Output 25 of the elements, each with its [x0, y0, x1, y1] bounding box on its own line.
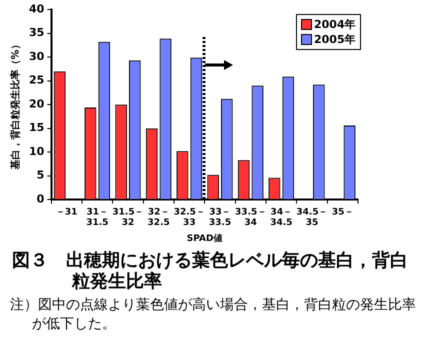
y-tick-label: 10 [28, 144, 45, 158]
x-tick-label: 31－31.5 [86, 207, 108, 228]
y-tick-label: 40 [28, 2, 45, 16]
x-tick-label: 34.5－35 [296, 207, 328, 228]
text: 図３ 出穂期における葉色レベル毎の基白，背白粒発生比率 [12, 250, 409, 292]
y-axis-title: 基白，背白粒発生比率（%） [10, 40, 22, 171]
x-tick-label: 35－ [332, 207, 354, 218]
y-tick-label: 15 [28, 121, 44, 134]
legend-label: 2004年 [314, 16, 356, 32]
x-tick-label: 32－32.5 [148, 207, 170, 228]
x-tick-label: 32.5－33 [174, 207, 205, 228]
text: 注）図中の点線より葉色値が高い場合，基白，背白粒の発生比率が低下した。 [10, 296, 417, 334]
x-tick-label: 33.5－34 [235, 207, 266, 228]
x-tick-label: －31 [56, 207, 78, 218]
x-tick-label: 34－34.5 [270, 207, 292, 228]
x-tick-label: 31.5－32 [112, 207, 144, 228]
y-tick-label: 25 [28, 74, 44, 87]
y-tick-label: 30 [28, 50, 45, 63]
y-tick-label: 0 [36, 192, 45, 206]
y-tick-label: 5 [36, 168, 44, 182]
y-tick-label: 20 [28, 97, 45, 110]
x-tick-label: 33－33.5 [208, 207, 232, 228]
legend-label: 2005年 [314, 32, 356, 47]
y-tick-label: 35 [28, 26, 44, 40]
x-axis-title: SPAD値 [186, 232, 223, 244]
